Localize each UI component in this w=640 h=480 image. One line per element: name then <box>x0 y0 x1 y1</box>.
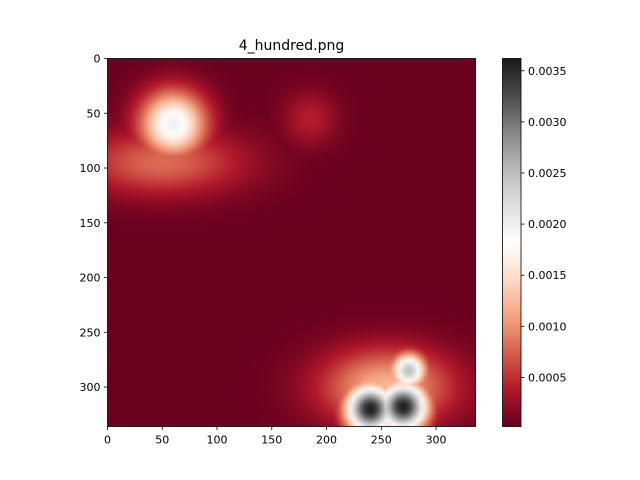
x-tick-label: 200 <box>316 434 337 447</box>
chart-title: 4_hundred.png <box>239 38 344 54</box>
plot-frame <box>107 58 476 427</box>
y-tick-label: 200 <box>80 272 101 285</box>
colorbar-tick-label: 0.0010 <box>528 320 567 333</box>
heatmap-raster <box>107 58 476 427</box>
x-tick-label: 50 <box>155 434 169 447</box>
x-tick-label: 250 <box>371 434 392 447</box>
y-tick-label: 50 <box>87 107 101 120</box>
y-tick-label: 300 <box>80 381 101 394</box>
colorbar-tick-label: 0.0025 <box>528 167 567 180</box>
colorbar-gradient <box>502 58 521 427</box>
y-axis: 0 50 100 150 200 250 300 <box>80 53 108 394</box>
y-tick-label: 250 <box>80 326 101 339</box>
x-tick-label: 0 <box>104 434 111 447</box>
colorbar-tick-label: 0.0020 <box>528 218 567 231</box>
y-tick-label: 0 <box>94 53 101 66</box>
colorbar-tick-label: 0.0030 <box>528 116 567 129</box>
colorbar-tick-label: 0.0035 <box>528 65 567 78</box>
x-tick-label: 300 <box>426 434 447 447</box>
colorbar-axis: 0.0005 0.0010 0.0015 0.0020 0.0025 0.0030 0.00… <box>521 65 567 384</box>
heatmap-image <box>107 58 476 427</box>
y-tick-label: 150 <box>80 217 101 230</box>
colorbar-tick-label: 0.0015 <box>528 269 567 282</box>
y-tick-label: 100 <box>80 162 101 175</box>
colorbar-frame <box>502 58 522 427</box>
x-tick-label: 150 <box>261 434 282 447</box>
colorbar-tick-label: 0.0005 <box>528 371 567 384</box>
colorbar <box>502 58 521 427</box>
x-axis: 0 50 100 150 200 250 300 <box>104 426 447 447</box>
x-tick-label: 100 <box>207 434 228 447</box>
